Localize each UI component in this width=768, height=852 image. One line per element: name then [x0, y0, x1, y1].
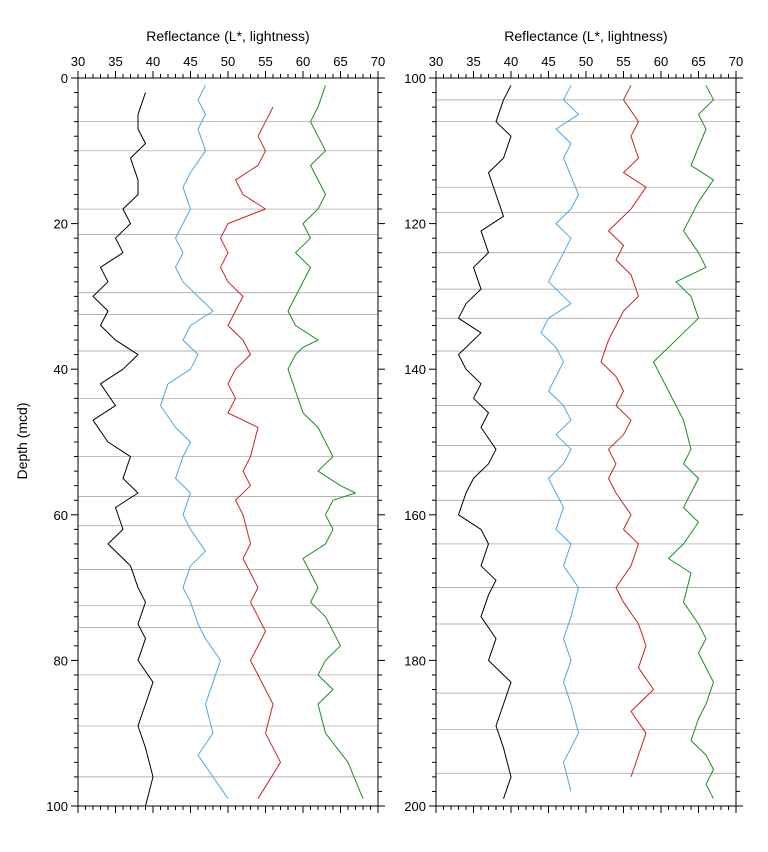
x-tick-label: 50: [221, 54, 235, 69]
y-tick-label: 180: [404, 653, 426, 668]
y-axis-title: Depth (mcd): [14, 402, 30, 479]
x-tick-label: 35: [108, 54, 122, 69]
x-tick-label: 70: [729, 54, 743, 69]
x-axis-title: Reflectance (L*, lightness): [146, 28, 309, 44]
x-tick-label: 65: [691, 54, 705, 69]
x-tick-label: 55: [258, 54, 272, 69]
x-tick-label: 60: [296, 54, 310, 69]
y-tick-label: 200: [404, 799, 426, 814]
x-tick-label: 30: [429, 54, 443, 69]
series-line-3: [653, 85, 714, 799]
x-tick-label: 45: [541, 54, 555, 69]
y-tick-label: 100: [404, 71, 426, 86]
y-tick-label: 20: [54, 217, 68, 232]
plot-frame: [77, 77, 379, 807]
x-tick-label: 40: [146, 54, 160, 69]
x-tick-label: 65: [333, 54, 347, 69]
x-axis-title: Reflectance (L*, lightness): [504, 28, 667, 44]
y-tick-label: 40: [54, 362, 68, 377]
y-tick-label: 100: [46, 799, 68, 814]
y-tick-label: 60: [54, 508, 68, 523]
x-tick-label: 60: [654, 54, 668, 69]
x-tick-label: 40: [504, 54, 518, 69]
series-line-1: [540, 85, 579, 792]
x-tick-label: 70: [371, 54, 385, 69]
series-line-2: [600, 85, 654, 778]
series-line-0: [92, 92, 154, 807]
x-tick-label: 55: [616, 54, 630, 69]
series-line-2: [220, 106, 281, 799]
x-tick-label: 45: [183, 54, 197, 69]
x-tick-label: 35: [466, 54, 480, 69]
series-line-1: [160, 85, 229, 799]
y-tick-label: 120: [404, 217, 426, 232]
y-tick-label: 0: [61, 71, 68, 86]
y-tick-label: 80: [54, 653, 68, 668]
y-tick-label: 140: [404, 362, 426, 377]
x-tick-label: 50: [579, 54, 593, 69]
x-tick-label: 30: [71, 54, 85, 69]
y-tick-label: 160: [404, 508, 426, 523]
panel-left: 30 35 40 45 50 55 60 65 70 0 20 40 60 80 100 Reflectanc…: [46, 28, 385, 814]
series-line-3: [287, 85, 364, 799]
series-line-0: [458, 85, 512, 799]
panel-right: 30 35 40 45 50 55 60 65 70 100 120 140 160 180 200 Refl…: [404, 28, 743, 814]
